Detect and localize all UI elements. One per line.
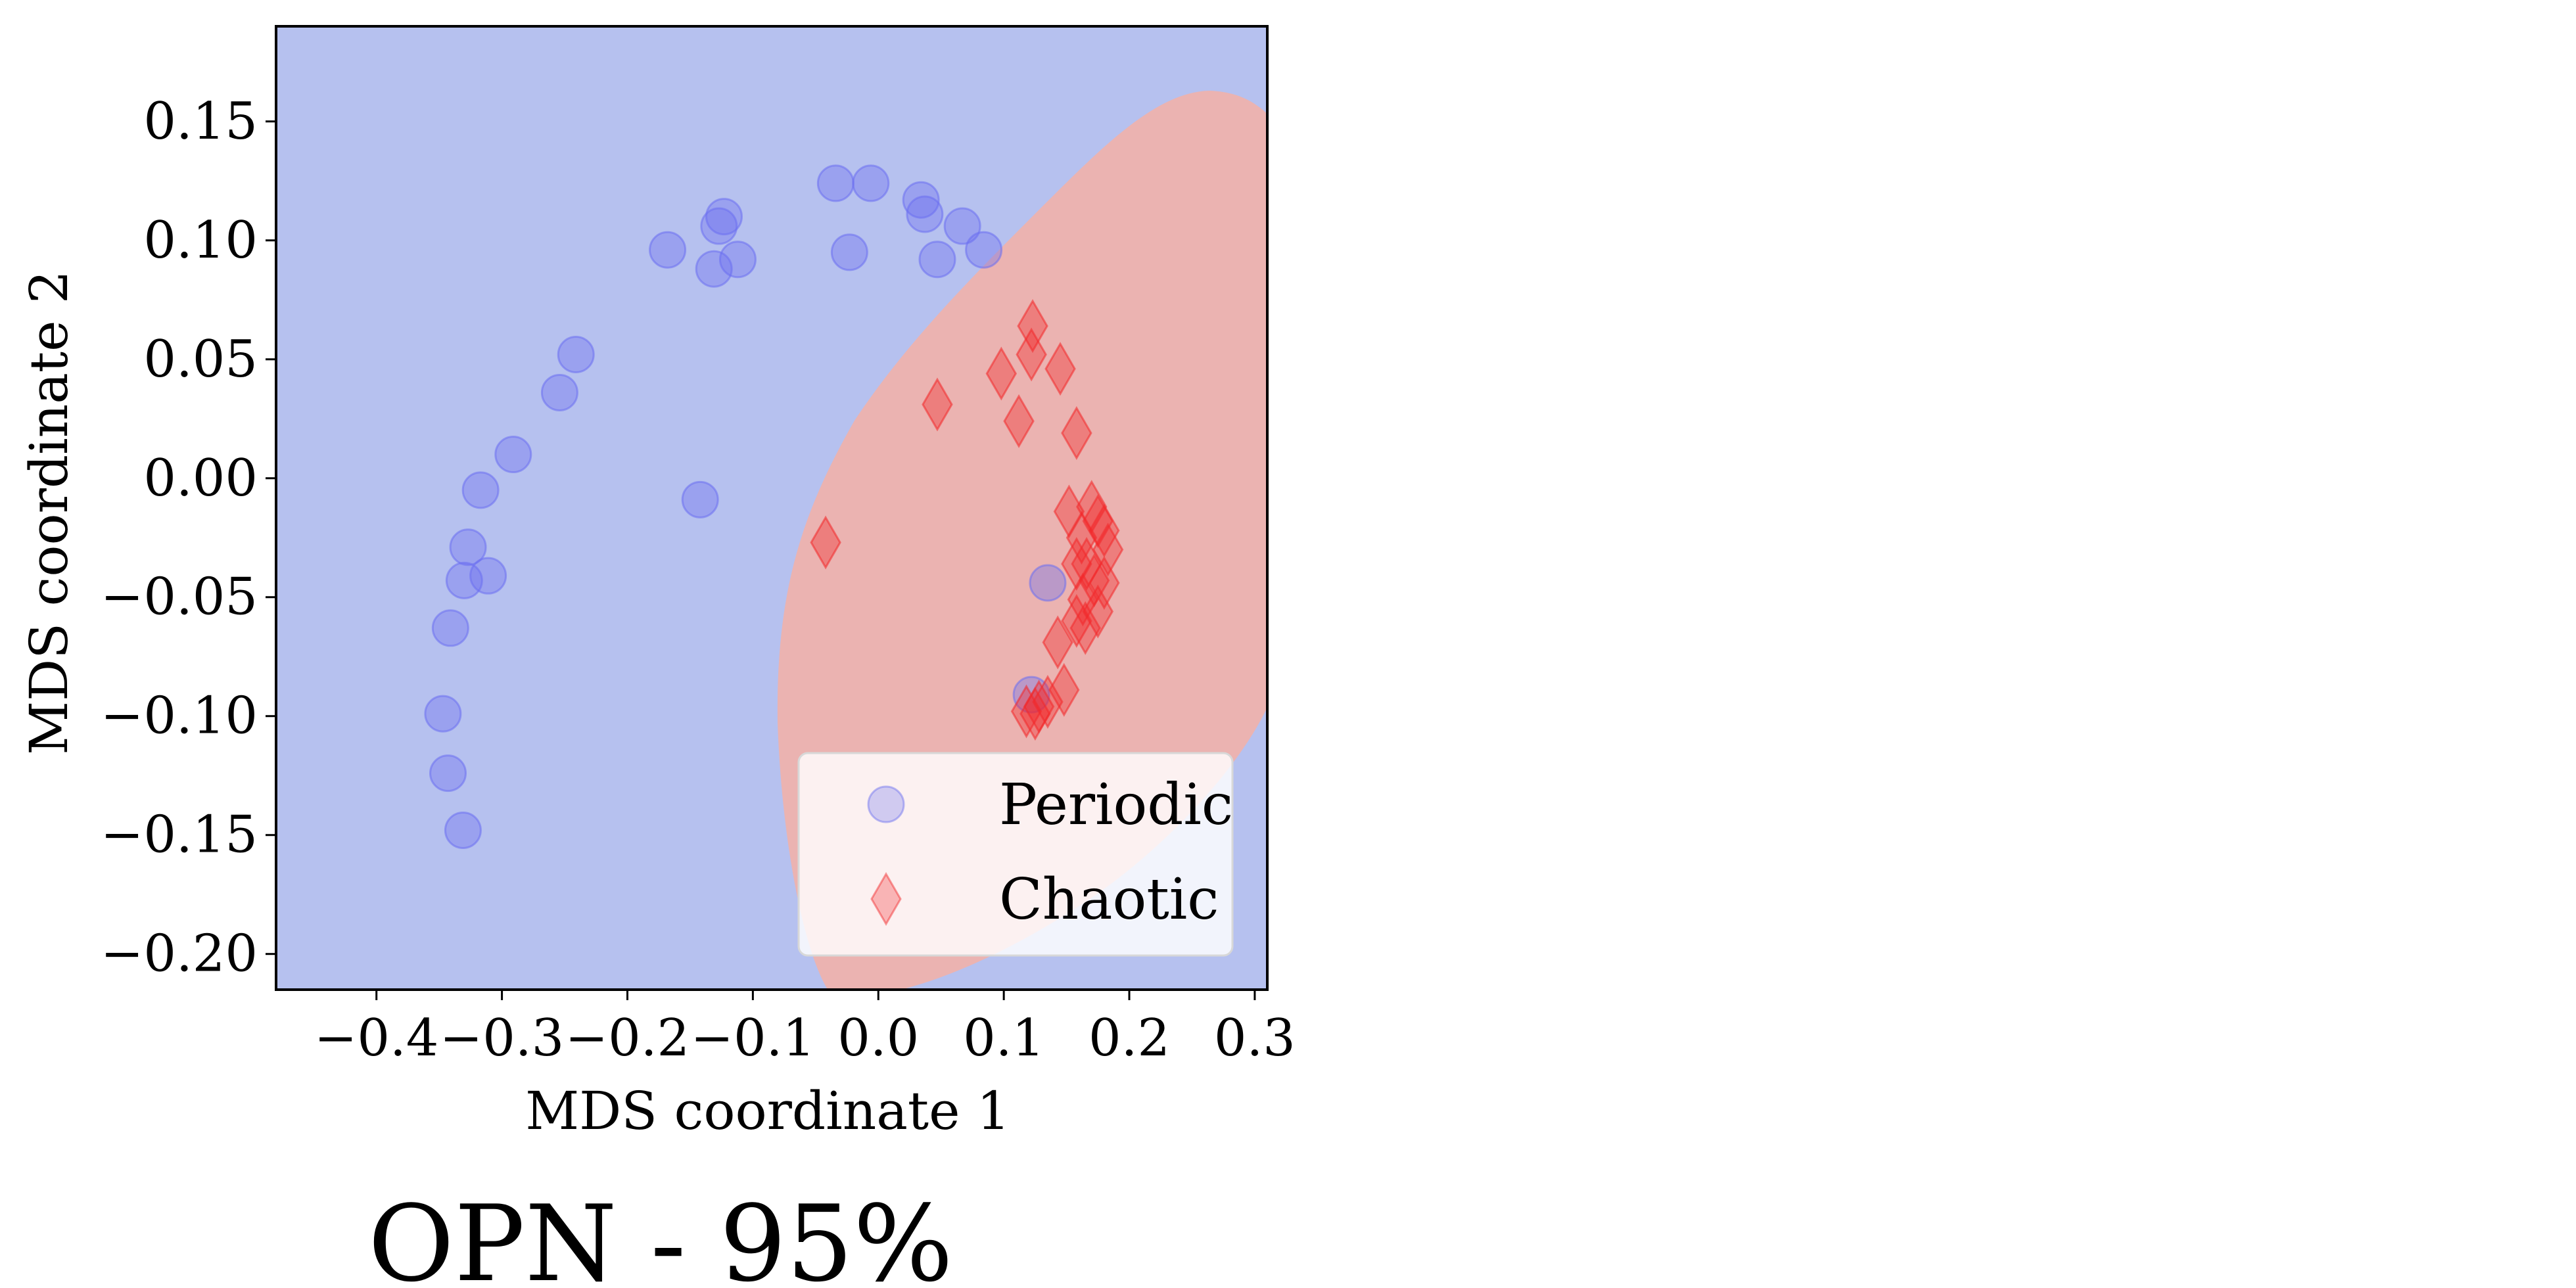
chaotic-point (1016, 327, 1047, 382)
legend-box (797, 752, 1234, 957)
x-tick-label: −0.2 (565, 1009, 690, 1068)
x-axis-label: MDS coordinate 1 (525, 1080, 1010, 1141)
periodic-point (431, 609, 469, 647)
periodic-point (718, 241, 757, 279)
chaotic-point (1082, 584, 1114, 639)
periodic-point (918, 241, 956, 279)
legend-periodic-label: Periodic (999, 772, 1233, 838)
y-tick-label: −0.20 (101, 925, 258, 984)
legend-chaotic-label: Chaotic (999, 867, 1219, 932)
x-tick-label: 0.2 (1089, 1009, 1170, 1068)
periodic-point (540, 373, 578, 411)
chaotic-point (1019, 687, 1051, 741)
chaotic-point (1044, 342, 1076, 396)
chaotic-point (1003, 394, 1035, 448)
y-tick-label: −0.05 (101, 568, 258, 627)
y-axis-label: MDS coordinate 2 (18, 270, 80, 755)
periodic-point (424, 695, 462, 733)
periodic-point (705, 198, 743, 236)
x-tick-label: 0.3 (1214, 1009, 1296, 1068)
periodic-point (444, 811, 482, 849)
chaotic-point (1066, 511, 1098, 565)
periodic-point (695, 250, 733, 288)
periodic-point (445, 561, 483, 599)
periodic-point (852, 164, 890, 202)
chaotic-point (1069, 601, 1101, 655)
x-tick-label: 0.1 (963, 1009, 1044, 1068)
chaotic-point (1010, 684, 1042, 739)
periodic-point (557, 336, 595, 374)
periodic-point (649, 231, 687, 269)
x-tick-label: −0.4 (314, 1009, 438, 1068)
x-tick-label: −0.1 (691, 1009, 815, 1068)
y-tick-label: 0.15 (143, 92, 258, 151)
chaotic-point (1048, 662, 1080, 717)
periodic-point (461, 471, 500, 509)
series-layer (424, 164, 1124, 849)
periodic-point (429, 754, 467, 793)
legend: Periodic Chaotic (797, 752, 1234, 957)
y-tick-label: 0.10 (143, 211, 258, 270)
caption: OPN - 95% (368, 1182, 953, 1288)
chaotic-point (985, 346, 1018, 401)
y-tick-label: −0.15 (101, 806, 258, 865)
y-axis-ticks: 0.15 0.10 0.05 0.00 −0.05 −0.10 −0.15 −0.20 (101, 92, 276, 984)
periodic-point (943, 207, 981, 245)
periodic-point (902, 181, 940, 219)
chaotic-point (1042, 615, 1073, 670)
legend-chaotic-marker (870, 872, 902, 926)
y-tick-label: −0.10 (101, 687, 258, 746)
x-tick-label: 0.0 (837, 1009, 919, 1068)
periodic-point (965, 231, 1003, 269)
periodic-point (449, 528, 487, 566)
y-tick-label: 0.00 (143, 449, 258, 508)
periodic-point (681, 480, 719, 518)
periodic-point (830, 233, 868, 271)
periodic-point (469, 557, 507, 595)
chaotic-point (1061, 405, 1092, 460)
chaotic-point (1061, 593, 1092, 648)
periodic-point (816, 164, 855, 202)
chaotic-point (810, 515, 841, 570)
periodic-point (494, 436, 532, 474)
periodic-point (1029, 564, 1067, 602)
chaotic-point (922, 377, 953, 432)
chaotic-point (1089, 556, 1120, 610)
periodic-point (700, 207, 738, 245)
periodic-point (906, 195, 944, 233)
x-axis-ticks: −0.4 −0.3 −0.2 −0.1 0.0 0.1 0.2 0.3 (314, 990, 1296, 1068)
plot-frame (275, 25, 1269, 991)
y-tick-label: 0.05 (143, 330, 258, 389)
x-tick-label: −0.3 (440, 1009, 564, 1068)
legend-periodic-marker (867, 785, 905, 823)
